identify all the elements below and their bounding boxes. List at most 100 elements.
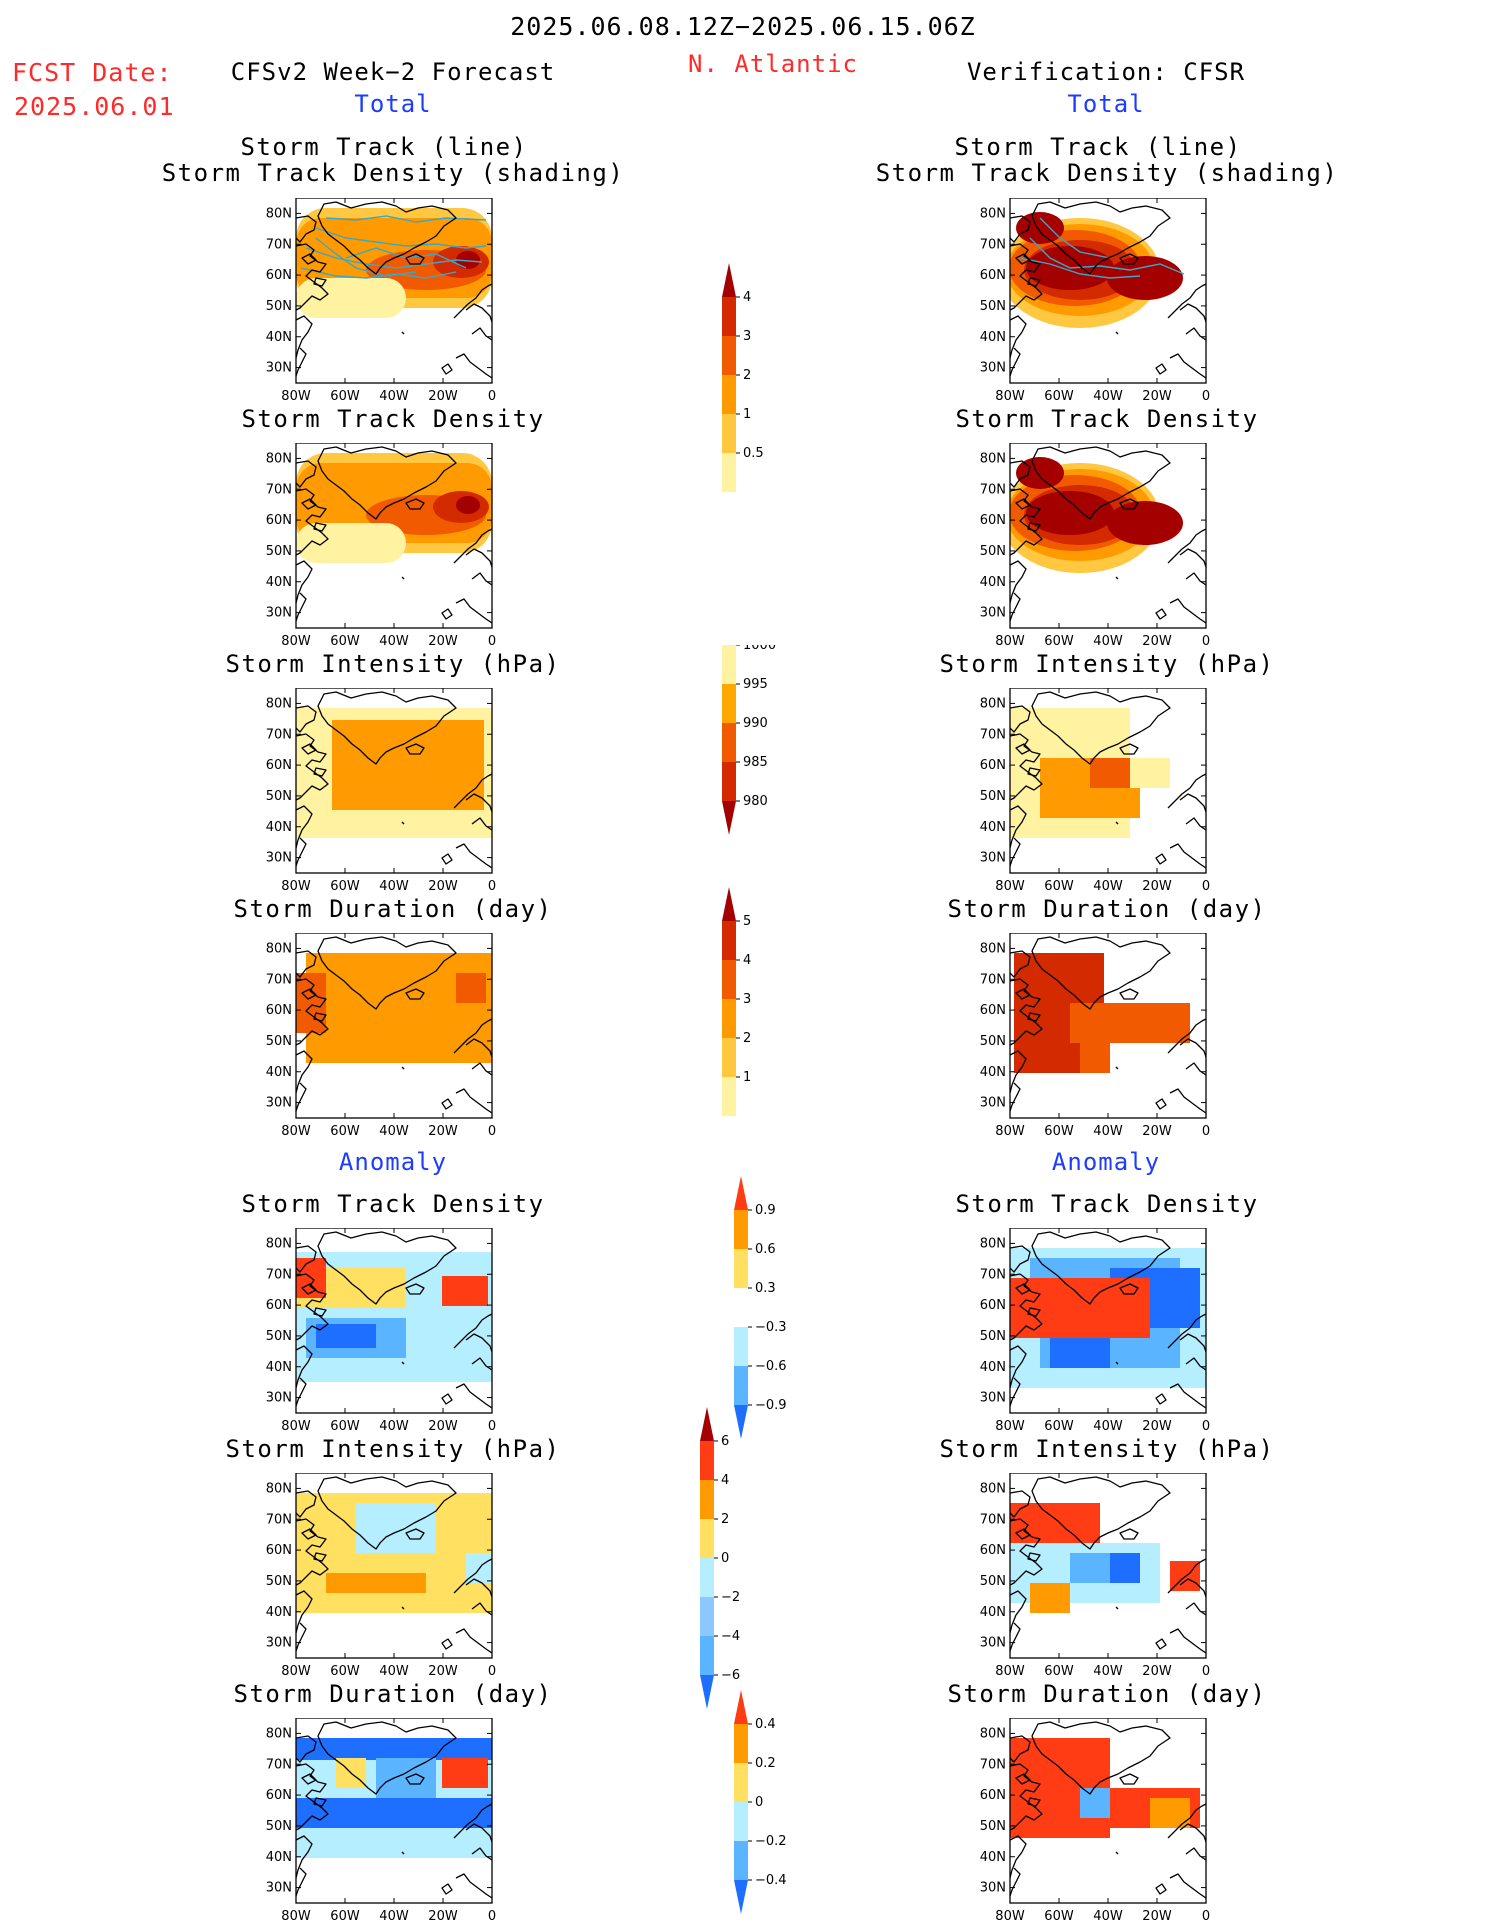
svg-text:30N: 30N: [266, 361, 292, 376]
svg-text:60W: 60W: [330, 1909, 360, 1924]
svg-text:80N: 80N: [266, 1481, 292, 1496]
svg-text:40W: 40W: [1093, 879, 1123, 894]
svg-text:40N: 40N: [266, 1065, 292, 1080]
svg-text:990: 990: [743, 716, 768, 731]
svg-text:80N: 80N: [266, 206, 292, 221]
svg-text:30N: 30N: [266, 1636, 292, 1651]
map-left-anom-density: 80N 70N 60N 50N 40N 30N 80W 60W 40W 20W 0: [256, 1228, 506, 1438]
svg-text:80W: 80W: [995, 1124, 1025, 1139]
svg-text:20W: 20W: [428, 1909, 458, 1924]
svg-text:6: 6: [721, 1434, 729, 1449]
map-left-anom-duration: 80N 70N 60N 50N 40N 30N 80W 60W 40W 20W 0: [256, 1718, 506, 1928]
svg-text:40W: 40W: [1093, 634, 1123, 649]
svg-text:40N: 40N: [266, 575, 292, 590]
svg-text:−0.6: −0.6: [755, 1359, 787, 1374]
svg-text:30N: 30N: [266, 851, 292, 866]
svg-text:40N: 40N: [980, 330, 1006, 345]
svg-text:80W: 80W: [995, 634, 1025, 649]
svg-text:70N: 70N: [266, 727, 292, 742]
svg-text:0: 0: [1202, 1664, 1210, 1679]
fcst-date-value: 2025.06.01: [14, 92, 175, 121]
svg-text:60W: 60W: [1044, 1419, 1074, 1434]
svg-text:40W: 40W: [1093, 1419, 1123, 1434]
svg-text:70N: 70N: [266, 972, 292, 987]
svg-text:0: 0: [1202, 634, 1210, 649]
svg-text:60N: 60N: [980, 513, 1006, 528]
svg-text:30N: 30N: [980, 606, 1006, 621]
svg-text:40W: 40W: [379, 634, 409, 649]
svg-text:20W: 20W: [428, 879, 458, 894]
svg-text:0: 0: [1202, 1909, 1210, 1924]
svg-text:40W: 40W: [1093, 1909, 1123, 1924]
svg-text:0: 0: [721, 1551, 729, 1566]
anomaly-right-label: Anomaly: [1051, 1148, 1161, 1176]
svg-text:60W: 60W: [330, 634, 360, 649]
svg-text:80N: 80N: [980, 451, 1006, 466]
svg-text:60W: 60W: [330, 1419, 360, 1434]
svg-text:0: 0: [488, 389, 496, 404]
svg-text:0: 0: [1202, 879, 1210, 894]
svg-text:60N: 60N: [980, 758, 1006, 773]
svg-text:70N: 70N: [266, 1512, 292, 1527]
svg-text:20W: 20W: [428, 634, 458, 649]
svg-text:30N: 30N: [980, 1096, 1006, 1111]
svg-text:60W: 60W: [330, 1124, 360, 1139]
colorbar-intensity-total: 1000 995 990 985 980: [718, 638, 808, 841]
svg-text:30N: 30N: [980, 361, 1006, 376]
svg-text:1000: 1000: [743, 645, 776, 653]
left-density-title: Storm Track Density: [241, 405, 545, 433]
svg-text:−0.2: −0.2: [755, 1834, 787, 1849]
svg-text:40N: 40N: [266, 820, 292, 835]
colorbar-intensity-anom: 6 4 2 0 −2 −4 −6: [696, 1407, 786, 1715]
model-title: CFSv2 Week−2 Forecast: [230, 58, 556, 86]
svg-text:60N: 60N: [266, 1543, 292, 1558]
svg-text:0: 0: [488, 879, 496, 894]
svg-text:0: 0: [755, 1795, 763, 1810]
svg-text:70N: 70N: [266, 1267, 292, 1282]
right-anom-intensity-title: Storm Intensity (hPa): [939, 1435, 1275, 1463]
svg-text:40N: 40N: [980, 1065, 1006, 1080]
svg-text:70N: 70N: [980, 1512, 1006, 1527]
svg-text:0: 0: [488, 634, 496, 649]
right-duration-title: Storm Duration (day): [947, 895, 1267, 923]
svg-text:60W: 60W: [330, 1664, 360, 1679]
svg-text:80W: 80W: [995, 1419, 1025, 1434]
svg-text:80N: 80N: [266, 941, 292, 956]
svg-text:40W: 40W: [379, 1664, 409, 1679]
colorbar-density-total: 4 3 2 1 0.5: [718, 263, 808, 498]
svg-text:0: 0: [1202, 1419, 1210, 1434]
svg-text:80N: 80N: [266, 696, 292, 711]
svg-text:70N: 70N: [980, 1267, 1006, 1282]
svg-text:40W: 40W: [379, 1909, 409, 1924]
left-duration-title: Storm Duration (day): [233, 895, 553, 923]
svg-text:80W: 80W: [281, 389, 311, 404]
svg-text:40N: 40N: [266, 1360, 292, 1375]
map-left-density: 80N 70N 60N 50N 40N 30N 80W 60W 40W 20W 0: [256, 443, 506, 653]
colorbar-density-anom: 0.9 0.6 0.3 −0.3 −0.6 −0.9: [730, 1176, 820, 1445]
svg-text:70N: 70N: [980, 237, 1006, 252]
svg-text:30N: 30N: [266, 1391, 292, 1406]
svg-text:80W: 80W: [281, 1124, 311, 1139]
left-track-line-title: Storm Track (line): [240, 133, 528, 161]
svg-text:−4: −4: [721, 1629, 740, 1644]
left-track-shading-title: Storm Track Density (shading): [161, 159, 625, 187]
svg-text:80N: 80N: [266, 1236, 292, 1251]
svg-text:70N: 70N: [266, 1757, 292, 1772]
svg-text:0: 0: [1202, 1124, 1210, 1139]
svg-text:0.5: 0.5: [743, 446, 764, 461]
right-track-line-title: Storm Track (line): [954, 133, 1242, 161]
svg-text:80W: 80W: [281, 1664, 311, 1679]
svg-text:30N: 30N: [266, 1881, 292, 1896]
svg-text:50N: 50N: [266, 1034, 292, 1049]
svg-text:30N: 30N: [266, 1096, 292, 1111]
svg-text:20W: 20W: [1142, 1124, 1172, 1139]
svg-text:70N: 70N: [980, 482, 1006, 497]
svg-text:50N: 50N: [980, 1329, 1006, 1344]
left-anom-duration-title: Storm Duration (day): [233, 1680, 553, 1708]
fcst-date-label: FCST Date:: [12, 58, 173, 87]
svg-text:70N: 70N: [266, 237, 292, 252]
svg-text:60N: 60N: [266, 1788, 292, 1803]
map-left-intensity: 80N 70N 60N 50N 40N 30N 80W 60W 40W 20W 0: [256, 688, 506, 898]
svg-text:40N: 40N: [980, 1605, 1006, 1620]
svg-text:40N: 40N: [980, 1850, 1006, 1865]
